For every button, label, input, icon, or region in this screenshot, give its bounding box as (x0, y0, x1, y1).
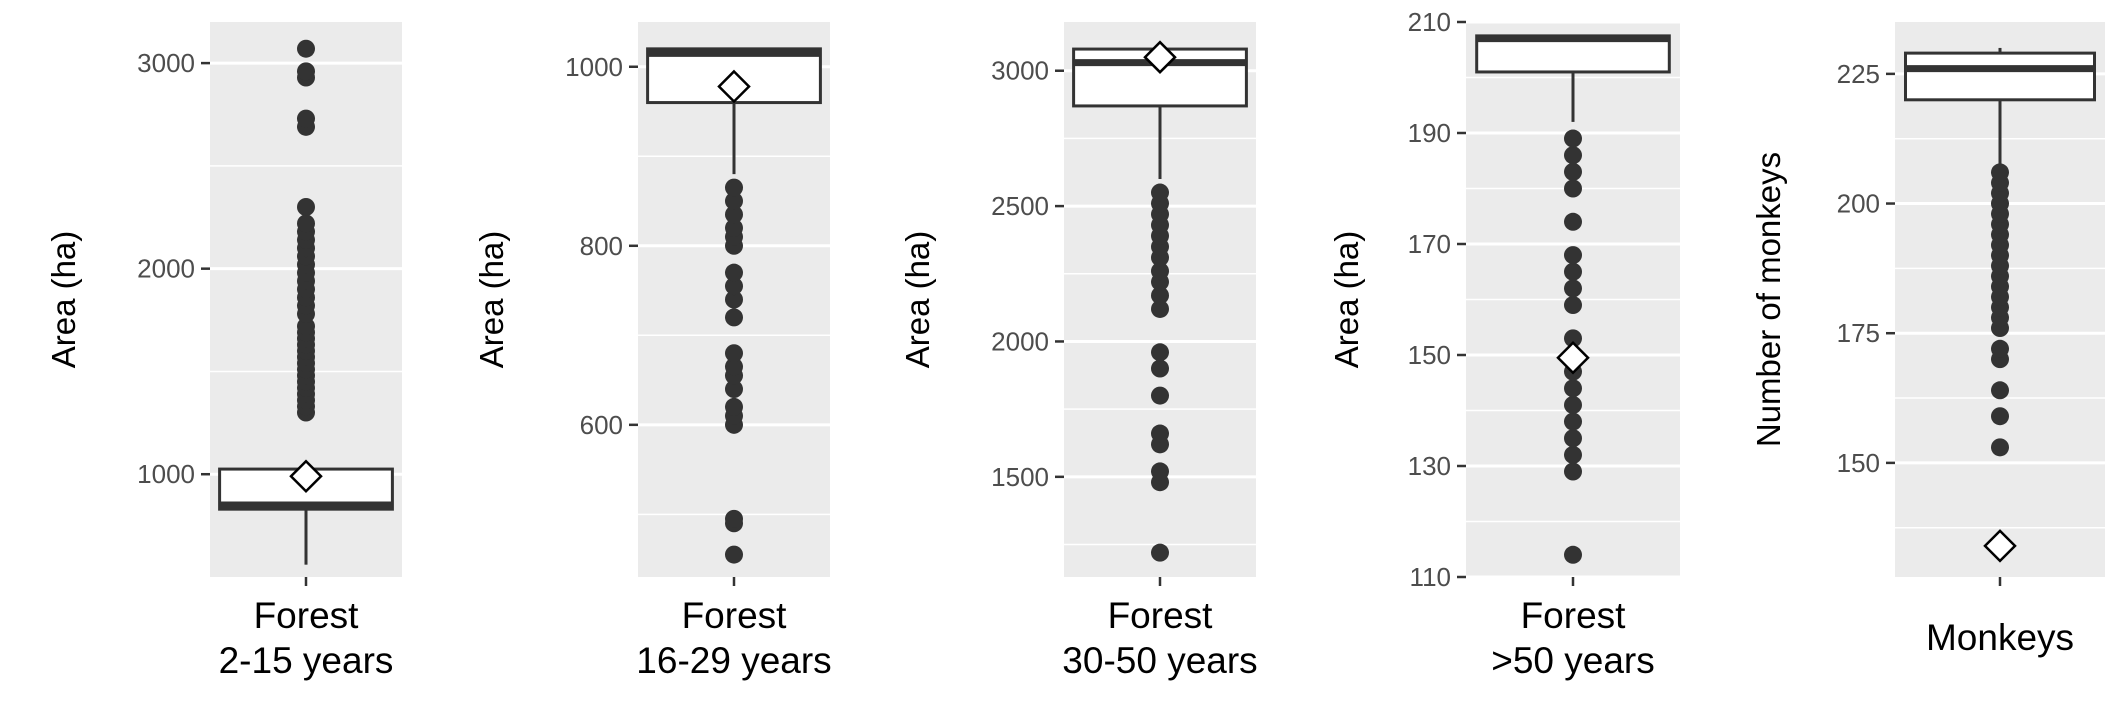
outlier-point (725, 263, 743, 282)
outlier-point (1151, 424, 1169, 443)
outlier-point (1564, 296, 1582, 315)
mean-marker (289, 459, 323, 494)
y-tick-label: 210 (1408, 7, 1451, 37)
y-tick-label: 150 (1837, 448, 1880, 478)
y-tick-label: 175 (1837, 318, 1880, 348)
y-tick-label: 190 (1408, 118, 1451, 148)
outlier-point (1151, 359, 1169, 378)
outlier-point (1564, 412, 1582, 431)
outlier-point (297, 39, 315, 58)
outlier-point (725, 308, 743, 327)
x-category-label: Monkeys (1926, 617, 2074, 658)
x-category-label: Forest (254, 595, 360, 636)
outlier-point (725, 509, 743, 528)
outlier-point (1991, 163, 2009, 182)
y-tick-label: 200 (1837, 189, 1880, 219)
outlier-point (1151, 386, 1169, 405)
outlier-point (1564, 212, 1582, 231)
outlier-point (1991, 438, 2009, 457)
y-axis-title: Area (ha) (473, 231, 510, 369)
outlier-point (1564, 462, 1582, 481)
outlier-point (297, 62, 315, 81)
outlier-point (1151, 286, 1169, 305)
outlier-point (297, 317, 315, 336)
mean-marker (1983, 529, 2017, 563)
box-panel-5: 150 175 200 225 Number of monkeys Monkeys (1750, 22, 2105, 658)
y-axis-title: Area (ha) (45, 231, 82, 369)
outlier-point (1991, 339, 2009, 358)
y-tick-label: 2500 (991, 191, 1049, 221)
outlier-point (1564, 445, 1582, 464)
y-tick-label: 1500 (991, 462, 1049, 492)
outlier-point (725, 380, 743, 399)
y-tick-label: 3000 (137, 48, 195, 78)
y-tick-label: 225 (1837, 59, 1880, 89)
outlier-point (1564, 162, 1582, 181)
y-tick-label: 600 (580, 410, 623, 440)
mean-marker (1143, 40, 1177, 74)
y-axis-title: Number of monkeys (1750, 152, 1787, 447)
y-tick-label: 1000 (565, 52, 623, 82)
mean-marker (1556, 341, 1590, 375)
x-category-label: 30-50 years (1062, 640, 1257, 681)
iqr-box (1904, 51, 2096, 102)
y-tick-label: 2000 (991, 326, 1049, 356)
outlier-point (725, 290, 743, 309)
outlier-point (1564, 246, 1582, 265)
outlier-point (1151, 299, 1169, 318)
outlier-point (1564, 129, 1582, 148)
y-tick-label: 2000 (137, 254, 195, 284)
y-axis-title: Area (ha) (899, 231, 936, 369)
outlier-point (725, 397, 743, 416)
outlier-point (1564, 179, 1582, 198)
outlier-point (1564, 329, 1582, 348)
y-tick-label: 130 (1408, 451, 1451, 481)
outlier-point (1151, 183, 1169, 202)
y-tick-label: 170 (1408, 229, 1451, 259)
x-category-label: >50 years (1491, 640, 1655, 681)
y-tick-label: 800 (580, 231, 623, 261)
x-category-label: Forest (1521, 595, 1627, 636)
outlier-point (297, 214, 315, 233)
outlier-point (725, 277, 743, 296)
outlier-point (1151, 462, 1169, 481)
outlier-point (1991, 407, 2009, 426)
outlier-point (725, 178, 743, 197)
outlier-point (1564, 545, 1582, 564)
y-tick-label: 150 (1408, 340, 1451, 370)
outlier-point (1564, 279, 1582, 298)
outlier-point (297, 109, 315, 128)
x-category-label: Forest (682, 595, 788, 636)
outlier-point (1564, 262, 1582, 281)
y-tick-label: 3000 (991, 56, 1049, 86)
y-axis-title: Area (ha) (1328, 231, 1365, 369)
outlier-point (1151, 262, 1169, 281)
outlier-point (725, 218, 743, 237)
outlier-point (725, 192, 743, 211)
outlier-point (725, 205, 743, 224)
outlier-point (725, 357, 743, 376)
outlier-point (1151, 343, 1169, 362)
y-tick-label: 110 (1410, 562, 1451, 592)
outlier-point (1564, 146, 1582, 165)
y-tick-label: 1000 (137, 459, 195, 489)
outlier-point (725, 344, 743, 363)
x-category-label: Forest (1108, 595, 1214, 636)
x-category-label: 2-15 years (219, 640, 394, 681)
outlier-point (1991, 381, 2009, 400)
outlier-point (297, 198, 315, 216)
mean-marker (717, 69, 751, 104)
outlier-point (1564, 395, 1582, 414)
outlier-point (725, 545, 743, 564)
box-panel-4: 110 130 150 170 190 210 Area (ha) Forest>50 yea… (1328, 7, 1680, 681)
outlier-point (1564, 379, 1582, 398)
x-category-label: 16-29 years (636, 640, 831, 681)
outlier-point (1151, 543, 1169, 562)
outlier-point (1564, 429, 1582, 448)
